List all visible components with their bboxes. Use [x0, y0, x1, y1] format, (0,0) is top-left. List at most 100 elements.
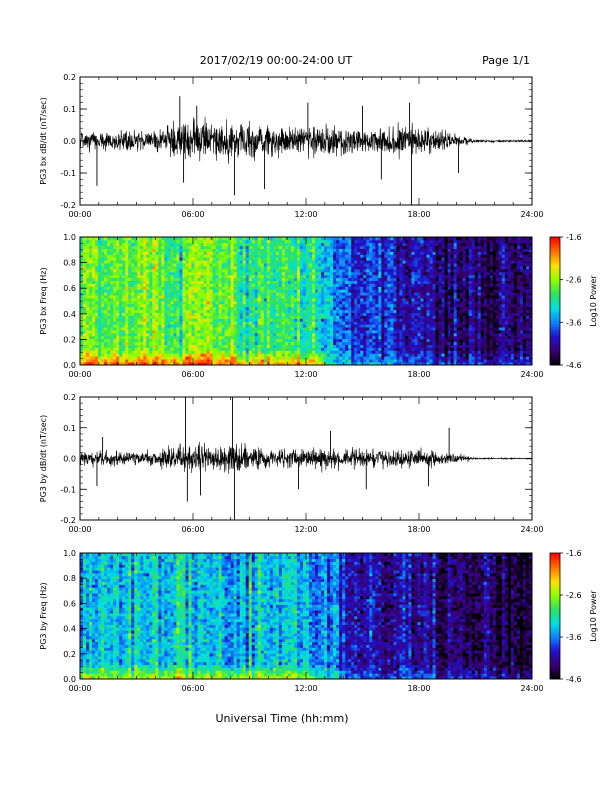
spectrogram-cell: [134, 295, 138, 299]
spectrogram-cell: [146, 327, 150, 331]
spectrogram-cell: [80, 283, 84, 287]
spectrogram-cell: [269, 289, 274, 293]
spectrogram-cell: [342, 248, 346, 252]
spectrogram-cell: [378, 362, 382, 366]
spectrogram-cell: [80, 362, 84, 366]
spectrogram-cell: [158, 257, 162, 261]
spectrogram-cell: [245, 330, 250, 334]
spectrogram-cell: [104, 362, 108, 366]
x-tick-label: 18:00: [407, 210, 430, 219]
spectrogram-cell: [381, 298, 385, 302]
spectrogram-cell: [263, 257, 268, 261]
spectrogram-cell: [405, 251, 409, 255]
spectrogram-cell: [83, 251, 87, 255]
spectrogram-cell: [197, 356, 201, 360]
spectrogram-cell: [278, 318, 283, 322]
spectrogram-cell: [179, 292, 183, 296]
spectrogram-cell: [269, 254, 274, 258]
spectrogram-cell: [251, 274, 256, 279]
spectrogram-cell: [119, 251, 123, 255]
spectrogram-cell: [143, 309, 147, 313]
spectrogram-cell: [110, 315, 114, 319]
spectrogram-cell: [393, 248, 397, 252]
spectrogram-cell: [339, 292, 343, 296]
spectrogram-cell: [197, 341, 201, 345]
spectrogram-cell: [254, 353, 259, 357]
spectrogram-cell: [381, 318, 385, 322]
spectrogram-cell: [125, 260, 129, 264]
spectrogram-cell: [176, 280, 180, 284]
spectrogram-cell: [354, 318, 358, 322]
spectrogram-cell: [218, 330, 222, 334]
spectrogram-cell: [128, 344, 132, 348]
spectrogram-cell: [396, 353, 400, 357]
spectrogram-cell: [140, 286, 144, 290]
spectrogram-cell: [336, 309, 340, 313]
spectrogram-cell: [200, 292, 204, 296]
spectrogram-cell: [260, 344, 265, 348]
spectrogram-cell: [134, 292, 138, 296]
spectrogram-cell: [176, 271, 180, 276]
spectrogram-cell: [158, 344, 162, 348]
spectrogram-cell: [378, 242, 382, 247]
spectrogram-cell: [140, 292, 144, 296]
spectrogram-cell: [146, 333, 150, 337]
spectrogram-cell: [405, 356, 409, 360]
spectrogram-cell: [299, 341, 304, 345]
spectrogram-cell: [152, 335, 156, 340]
spectrogram-cell: [92, 341, 96, 345]
spectrogram-cell: [312, 274, 316, 279]
spectrogram-cell: [125, 251, 129, 255]
spectrogram-cell: [369, 350, 373, 354]
spectrogram-cell: [137, 289, 141, 293]
spectrogram-cell: [80, 303, 84, 308]
spectrogram-cell: [101, 283, 105, 287]
spectrogram-cell: [128, 324, 132, 328]
spectrogram-cell: [290, 341, 295, 345]
spectrogram-cell: [239, 269, 244, 273]
spectrogram-cell: [263, 263, 268, 267]
spectrogram-cell: [80, 239, 84, 244]
spectrogram-cell: [363, 237, 367, 241]
spectrogram-cell: [296, 266, 301, 270]
spectrogram-cell: [408, 286, 412, 290]
spectrogram-cell: [200, 242, 204, 247]
spectrogram-cell: [227, 292, 232, 296]
spectrogram-cell: [393, 356, 397, 360]
spectrogram-cell: [275, 303, 280, 308]
spectrogram-cell: [122, 341, 126, 345]
spectrogram-cell: [113, 321, 117, 325]
spectrogram-cell: [236, 359, 241, 363]
spectrogram-cell: [345, 301, 349, 305]
spectrogram-cell: [158, 239, 162, 244]
spectrogram-cell: [309, 245, 313, 249]
spectrogram-cell: [366, 257, 370, 261]
spectrogram-cell: [212, 347, 216, 351]
spectrogram-cell: [149, 327, 153, 331]
spectrogram-cell: [336, 239, 340, 244]
spectrogram-cell: [161, 248, 165, 252]
spectrogram-cell: [360, 286, 364, 290]
spectrogram-cell: [336, 260, 340, 264]
spectrogram-cell: [143, 324, 147, 328]
spectrogram-cell: [197, 260, 201, 264]
spectrogram-cell: [224, 344, 228, 348]
spectrogram-cell: [251, 324, 256, 328]
spectrogram-cell: [384, 271, 388, 276]
spectrogram-cell: [95, 289, 99, 293]
spectrogram-cell: [327, 327, 331, 331]
spectrogram-cell: [336, 356, 340, 360]
spectrogram-cell: [152, 254, 156, 258]
spectrogram-cell: [131, 356, 135, 360]
spectrogram-cell: [242, 280, 247, 284]
spectrogram-cell: [89, 280, 93, 284]
spectrogram-cell: [357, 289, 361, 293]
spectrogram-cell: [116, 301, 120, 305]
spectrogram-cell: [212, 338, 216, 343]
spectrogram-cell: [104, 242, 108, 247]
spectrogram-cell: [299, 359, 304, 363]
spectrogram-cell: [170, 260, 174, 264]
spectrogram-cell: [318, 333, 322, 337]
spectrogram-cell: [312, 306, 316, 311]
spectrogram-cell: [143, 303, 147, 308]
